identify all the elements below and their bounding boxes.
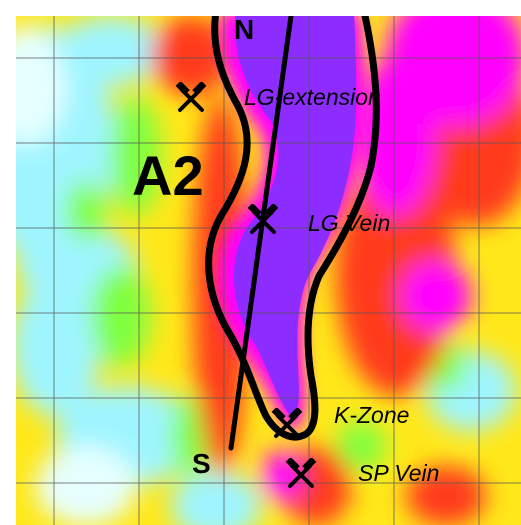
crossed-hammers-icon [175, 82, 207, 112]
crossed-hammers-icon [247, 204, 279, 234]
anomaly-outline [205, 16, 380, 441]
site-label-sp-vein: SP Vein [358, 460, 440, 486]
section-start-label: N [234, 16, 255, 45]
section-end-label: S [192, 448, 211, 479]
anomaly-map: N S A2 LG-extension LG Vein K-Zone SP Ve… [16, 16, 521, 525]
anomaly-map-svg [16, 16, 521, 525]
site-label-lg-extension: LG-extension [244, 84, 381, 110]
section-line [228, 16, 294, 451]
area-label: A2 [132, 144, 204, 207]
site-label-k-zone: K-Zone [334, 402, 410, 428]
site-label-lg-vein: LG Vein [308, 210, 391, 236]
crossed-hammers-icon [285, 458, 317, 488]
crossed-hammers-icon [271, 408, 303, 438]
